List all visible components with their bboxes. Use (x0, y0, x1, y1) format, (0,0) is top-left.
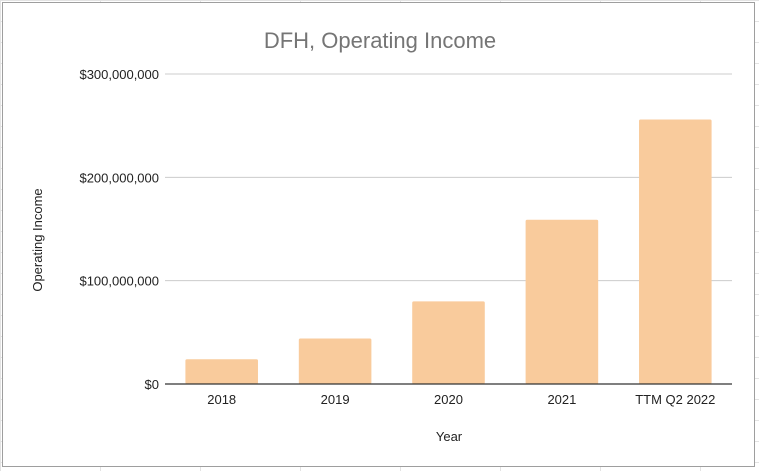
bar (525, 219, 599, 384)
y-tick-label: $0 (145, 377, 159, 392)
y-tick-label: $100,000,000 (79, 274, 159, 289)
y-tick-label: $200,000,000 (79, 170, 159, 185)
x-tick-label: 2021 (547, 392, 576, 407)
y-tick-label: $300,000,000 (79, 67, 159, 82)
x-tick-label: 2019 (321, 392, 350, 407)
chart-title: DFH, Operating Income (264, 28, 496, 53)
bar-chart: DFH, Operating Income $0 $100,000,000 $200… (30, 28, 732, 444)
bar (639, 119, 712, 384)
bar (412, 301, 485, 384)
x-tick-label: 2020 (434, 392, 463, 407)
x-axis-title: Year (436, 429, 463, 444)
x-tick-label: TTM Q2 2022 (635, 392, 715, 407)
y-axis-title: Operating Income (30, 188, 45, 291)
bar (185, 359, 258, 384)
gridlines (165, 73, 732, 282)
y-axis-tick-labels: $0 $100,000,000 $200,000,000 $300,000,000 (79, 67, 159, 392)
bar (298, 338, 372, 384)
x-tick-label: 2018 (207, 392, 236, 407)
chart-card: DFH, Operating Income $0 $100,000,000 $200… (2, 2, 755, 467)
x-axis-tick-labels: 2018 2019 2020 2021 TTM Q2 2022 (207, 392, 715, 407)
bars (185, 119, 712, 384)
